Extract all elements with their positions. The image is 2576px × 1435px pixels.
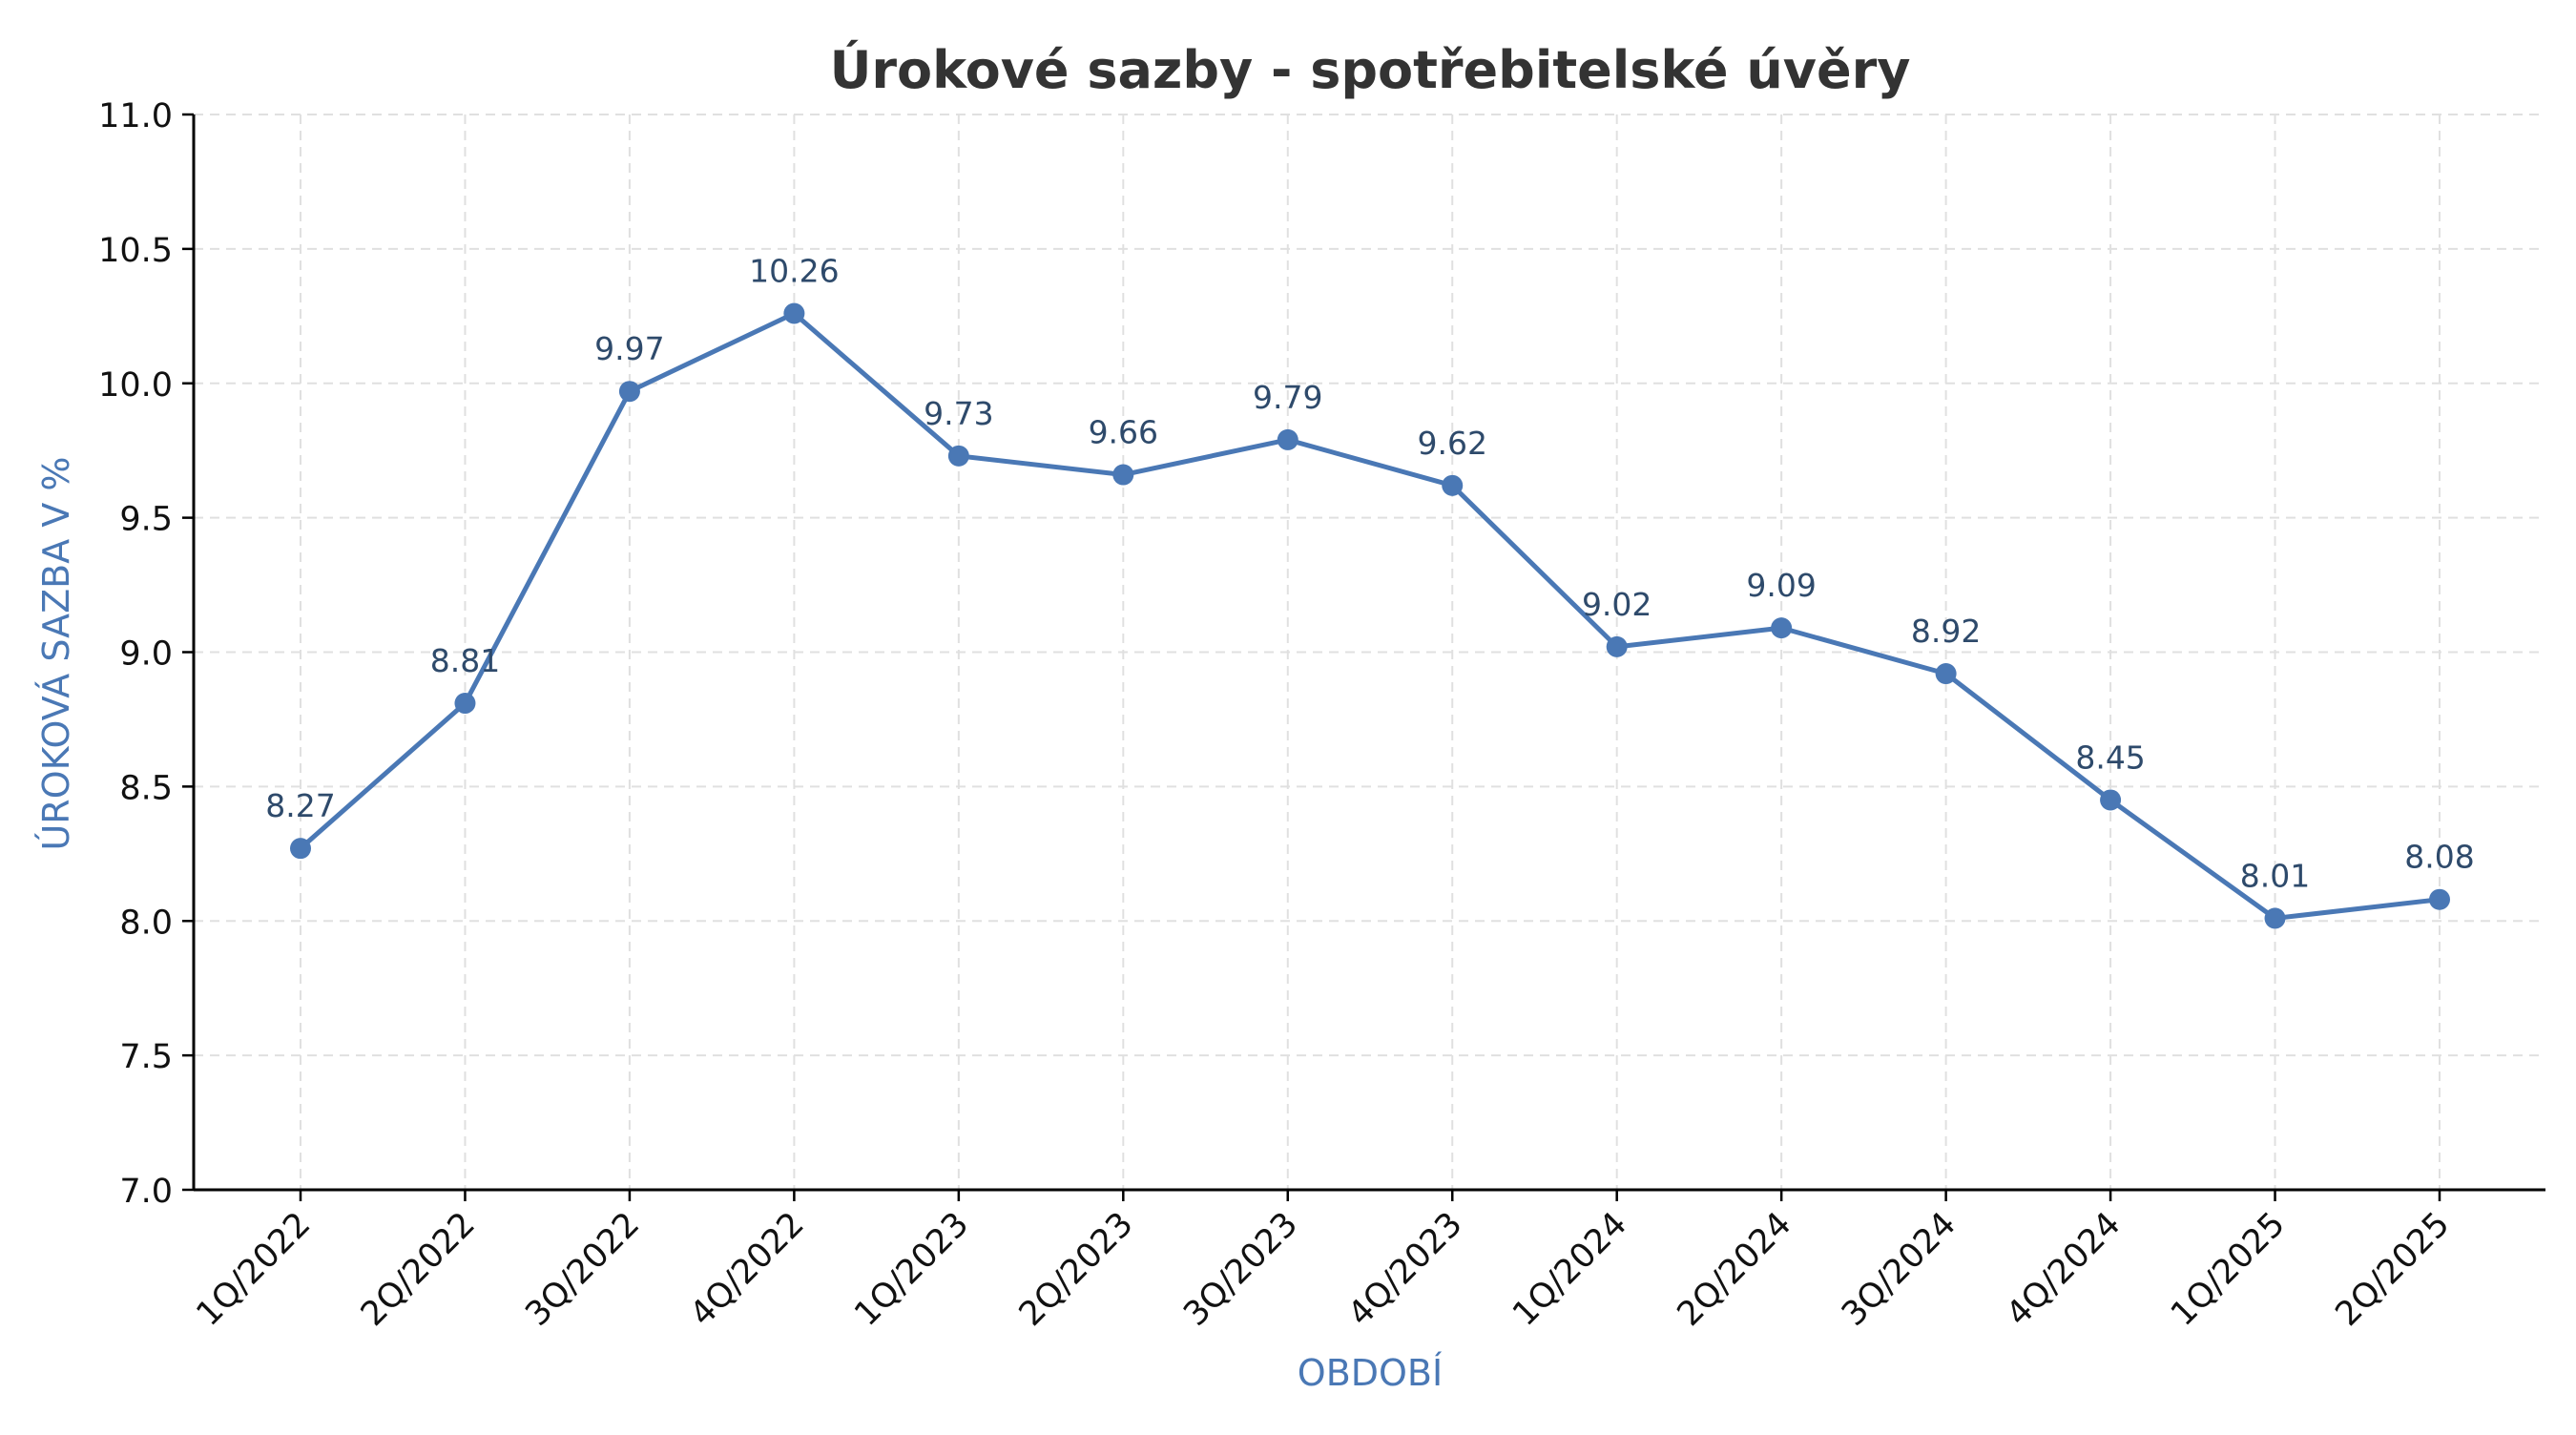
series-line [299,310,2441,921]
y-tick-label: 10.0 [98,366,173,405]
data-label: 9.79 [1253,379,1322,416]
chart-title: Úrokové sazby - spotřebitelské úvěry [830,40,1911,100]
data-point [1935,663,1957,685]
data-point [1277,428,1298,450]
data-label: 9.62 [1417,425,1486,462]
y-tick-label: 9.0 [119,635,173,674]
x-tick-label: 1Q/2025 [2164,1205,2293,1334]
data-point [783,302,805,324]
x-tick-label: 2Q/2023 [1012,1205,1141,1334]
data-point [2429,888,2450,910]
data-point [1606,635,1628,657]
x-axis-ticks: 1Q/2022 2Q/2022 3Q/2022 4Q/2022 1Q/2023 2Q/20… [190,1190,2458,1334]
y-tick-label: 11.0 [98,97,173,135]
x-tick-label: 2Q/2025 [2329,1205,2458,1334]
data-point [947,445,969,467]
data-point [1442,474,1464,496]
x-tick-label: 1Q/2023 [847,1205,976,1334]
y-axis-ticks: 7.0 7.5 8.0 8.5 9.0 9.5 10.0 10.5 11.0 [98,97,194,1211]
x-tick-label: 4Q/2023 [1341,1205,1470,1334]
data-label: 8.45 [2075,738,2145,776]
x-tick-label: 3Q/2022 [518,1205,647,1334]
data-label: 9.09 [1746,567,1816,604]
x-tick-label: 2Q/2024 [1671,1205,1799,1334]
y-tick-label: 7.5 [119,1038,173,1076]
y-tick-label: 7.0 [119,1173,173,1211]
data-label: 8.01 [2240,857,2310,894]
data-label: 8.27 [265,787,335,824]
data-point [290,838,311,860]
data-labels: 8.27 8.81 9.97 10.26 9.73 9.66 9.79 9.62 9.02 9.0… [265,252,2474,894]
y-tick-label: 9.5 [119,501,173,539]
data-point [2264,907,2286,929]
y-tick-label: 10.5 [98,232,173,270]
data-point [618,381,640,403]
x-tick-label: 4Q/2022 [683,1205,812,1334]
x-tick-label: 3Q/2024 [1835,1205,1963,1334]
series [290,302,2450,929]
data-point [1771,617,1793,639]
data-label: 9.73 [924,395,993,432]
data-label: 8.81 [430,642,500,679]
data-point [454,693,476,715]
x-tick-label: 1Q/2024 [1506,1205,1634,1334]
data-label: 9.02 [1582,586,1652,623]
y-tick-label: 8.0 [119,904,173,942]
x-axis-title: OBDOBÍ [1298,1352,1443,1394]
x-tick-label: 1Q/2022 [190,1205,319,1334]
data-label: 10.26 [749,252,839,289]
data-label: 9.97 [594,330,664,367]
data-point [1112,464,1134,486]
data-label: 8.08 [2404,839,2474,876]
x-tick-label: 4Q/2024 [2000,1205,2129,1334]
x-tick-label: 3Q/2023 [1176,1205,1305,1334]
data-label: 8.92 [1911,613,1981,650]
y-axis-title: ÚROKOVÁ SAZBA V % [35,456,77,850]
grid [194,114,2545,1191]
data-point [2100,789,2122,811]
x-tick-label: 2Q/2022 [354,1205,483,1334]
y-tick-label: 8.5 [119,769,173,807]
data-label: 9.66 [1089,414,1158,451]
